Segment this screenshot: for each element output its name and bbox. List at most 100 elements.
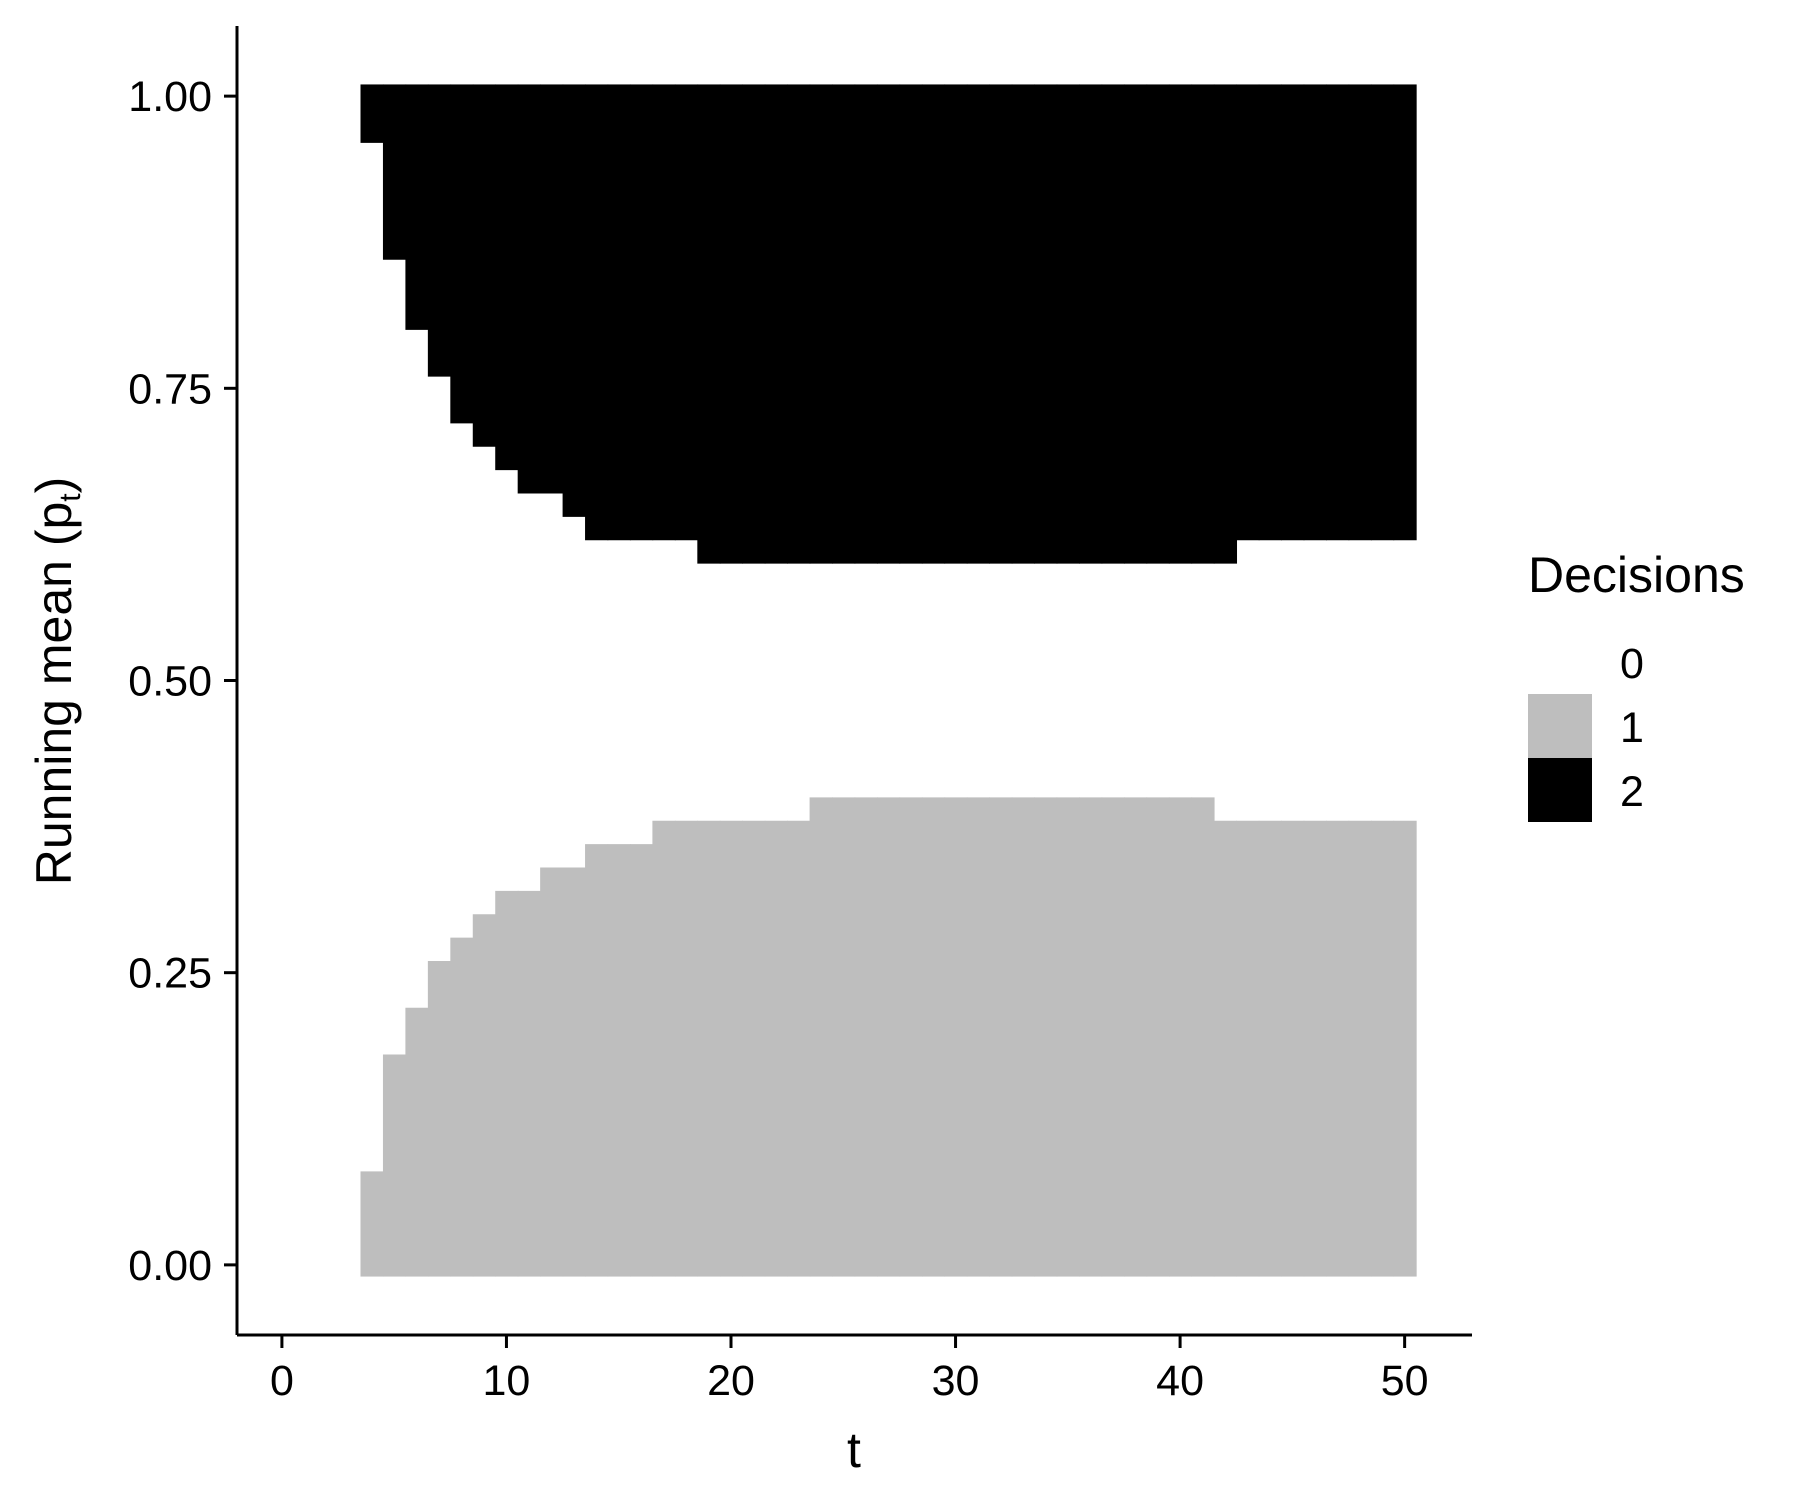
cell-decision-2 bbox=[1326, 84, 1350, 541]
cell-decision-1 bbox=[1034, 797, 1058, 1277]
cell-decision-2 bbox=[674, 84, 699, 541]
cell-decision-2 bbox=[787, 84, 811, 564]
cell-decision-1 bbox=[899, 797, 923, 1277]
cell-decision-2 bbox=[921, 84, 946, 564]
cell-decision-2 bbox=[629, 84, 654, 541]
cell-decision-2 bbox=[1123, 84, 1148, 564]
cell-decision-2 bbox=[854, 84, 878, 564]
cell-decision-1 bbox=[1370, 820, 1395, 1277]
cell-decision-2 bbox=[899, 84, 923, 564]
cell-decision-1 bbox=[472, 914, 497, 1277]
cell-decision-1 bbox=[1213, 820, 1238, 1277]
heatmap-cells bbox=[360, 84, 1417, 1277]
cell-decision-1 bbox=[1191, 797, 1215, 1277]
cell-decision-2 bbox=[1079, 84, 1103, 564]
cell-decision-2 bbox=[742, 84, 766, 564]
cell-decision-1 bbox=[697, 820, 721, 1277]
cell-decision-2 bbox=[832, 84, 856, 564]
x-tick-label: 40 bbox=[1156, 1357, 1204, 1405]
cell-decision-2 bbox=[1281, 84, 1305, 541]
y-axis-title-close: ) bbox=[26, 477, 82, 494]
cell-decision-2 bbox=[1191, 84, 1215, 564]
cell-decision-1 bbox=[1393, 820, 1417, 1277]
cell-decision-1 bbox=[832, 797, 856, 1277]
cell-decision-1 bbox=[1056, 797, 1080, 1277]
legend-label-2: 2 bbox=[1620, 768, 1644, 816]
cell-decision-1 bbox=[540, 867, 564, 1277]
cell-decision-2 bbox=[1348, 84, 1372, 541]
cell-decision-1 bbox=[1146, 797, 1170, 1277]
cell-decision-2 bbox=[1056, 84, 1080, 564]
y-tick-label: 0.75 bbox=[128, 365, 212, 413]
cell-decision-1 bbox=[1011, 797, 1035, 1277]
cell-decision-1 bbox=[1258, 820, 1282, 1277]
y-axis-title-subscript: t bbox=[54, 493, 87, 502]
cell-decision-2 bbox=[450, 84, 474, 424]
cell-decision-2 bbox=[1011, 84, 1035, 564]
cell-decision-2 bbox=[809, 84, 833, 564]
cell-decision-1 bbox=[944, 797, 968, 1277]
cell-decision-2 bbox=[1236, 84, 1260, 541]
x-tick-label: 10 bbox=[483, 1357, 531, 1405]
legend-swatch-0 bbox=[1528, 630, 1592, 694]
cell-decision-1 bbox=[854, 797, 878, 1277]
legend-label-0: 0 bbox=[1620, 640, 1644, 688]
cell-decision-1 bbox=[787, 820, 811, 1277]
cell-decision-1 bbox=[1101, 797, 1125, 1277]
cell-decision-2 bbox=[966, 84, 991, 564]
cell-decision-1 bbox=[360, 1171, 384, 1277]
cell-decision-2 bbox=[1258, 84, 1282, 541]
cell-decision-1 bbox=[966, 797, 991, 1277]
cell-decision-2 bbox=[382, 84, 407, 260]
cell-decision-1 bbox=[585, 844, 609, 1277]
cell-decision-1 bbox=[495, 890, 519, 1277]
y-axis-title-main: Running mean (p bbox=[26, 502, 82, 886]
y-tick-label: 0.50 bbox=[128, 658, 212, 706]
cell-decision-1 bbox=[809, 797, 833, 1277]
cell-decision-1 bbox=[1303, 820, 1327, 1277]
x-axis-title: t bbox=[847, 1422, 861, 1478]
legend-swatch-2 bbox=[1528, 758, 1592, 822]
cell-decision-1 bbox=[764, 820, 788, 1277]
legend-title: Decisions bbox=[1528, 547, 1745, 603]
cell-decision-2 bbox=[944, 84, 968, 564]
cell-decision-2 bbox=[989, 84, 1013, 564]
cell-decision-2 bbox=[472, 84, 497, 447]
y-tick-label: 0.25 bbox=[128, 950, 212, 998]
cell-decision-2 bbox=[764, 84, 788, 564]
cell-decision-1 bbox=[921, 797, 946, 1277]
cell-decision-2 bbox=[1034, 84, 1058, 564]
cell-decision-1 bbox=[1236, 820, 1260, 1277]
x-tick-label: 0 bbox=[270, 1357, 294, 1405]
x-tick-label: 50 bbox=[1381, 1357, 1429, 1405]
legend: Decisions 0 1 2 bbox=[1528, 547, 1745, 822]
cell-decision-2 bbox=[1101, 84, 1125, 564]
cell-decision-2 bbox=[1146, 84, 1170, 564]
cell-decision-1 bbox=[719, 820, 744, 1277]
cell-decision-1 bbox=[742, 820, 766, 1277]
cell-decision-1 bbox=[876, 797, 901, 1277]
cell-decision-2 bbox=[495, 84, 519, 471]
y-tick-label: 1.00 bbox=[128, 73, 212, 121]
cell-decision-2 bbox=[607, 84, 631, 541]
cell-decision-2 bbox=[1213, 84, 1238, 564]
cell-decision-1 bbox=[607, 844, 631, 1277]
cell-decision-1 bbox=[1168, 797, 1193, 1277]
legend-swatch-1 bbox=[1528, 694, 1592, 758]
cell-decision-2 bbox=[1168, 84, 1193, 564]
cell-decision-1 bbox=[517, 890, 541, 1277]
cell-decision-2 bbox=[697, 84, 721, 564]
cell-decision-1 bbox=[629, 844, 654, 1277]
cell-decision-1 bbox=[1281, 820, 1305, 1277]
cell-decision-1 bbox=[1326, 820, 1350, 1277]
cell-decision-2 bbox=[1370, 84, 1395, 541]
cell-decision-2 bbox=[360, 84, 384, 143]
cell-decision-2 bbox=[540, 84, 564, 494]
y-tick-label: 0.00 bbox=[128, 1242, 212, 1290]
cell-decision-1 bbox=[674, 820, 699, 1277]
cell-decision-2 bbox=[719, 84, 744, 564]
cell-decision-1 bbox=[562, 867, 586, 1277]
x-axis-ticks: 0 10 20 30 40 50 bbox=[270, 1335, 1429, 1405]
cell-decision-1 bbox=[1079, 797, 1103, 1277]
